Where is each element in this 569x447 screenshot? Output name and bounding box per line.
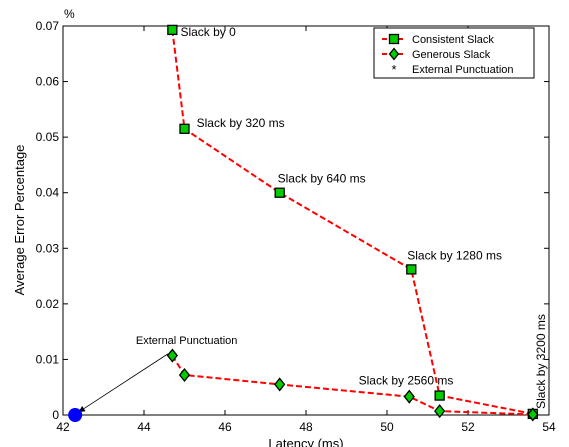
legend: Consistent Slack Generous Slack * External … bbox=[373, 27, 535, 79]
x-tick-label: 44 bbox=[137, 420, 151, 434]
legend-marker-diamond bbox=[388, 47, 400, 61]
legend-marker-square bbox=[388, 33, 400, 45]
data-point-square bbox=[406, 264, 417, 275]
legend-label: Generous Slack bbox=[412, 49, 491, 61]
y-tick-label: 0.05 bbox=[36, 130, 60, 144]
data-point-diamond bbox=[403, 389, 415, 404]
annotation-label: Slack by 3200 ms bbox=[534, 314, 548, 409]
data-point-square bbox=[179, 123, 190, 134]
y-tick-label: 0.07 bbox=[36, 19, 60, 33]
y-axis-ticks: 0 0.01 0.02 0.03 0.04 0.05 0.06 0.07 bbox=[36, 19, 549, 422]
y-tick-label: 0.01 bbox=[36, 352, 60, 366]
legend-marker-star: * bbox=[391, 62, 396, 77]
annotation-label: External Punctuation bbox=[136, 335, 238, 347]
legend-label: Consistent Slack bbox=[412, 34, 494, 46]
x-tick-label: 54 bbox=[542, 420, 556, 434]
x-tick-label: 52 bbox=[461, 420, 475, 434]
y-tick-label: 0.04 bbox=[36, 186, 60, 200]
y-unit-label: % bbox=[64, 7, 75, 21]
plot-area bbox=[62, 25, 550, 416]
annotation-label: Slack by 1280 ms bbox=[407, 248, 502, 262]
annotation-label: Slack by 2560 ms bbox=[359, 373, 454, 387]
data-point-diamond bbox=[166, 348, 178, 363]
data-point-square bbox=[434, 390, 445, 401]
annotations: Slack by 0 Slack by 320 ms Slack by 640 ms… bbox=[78, 25, 548, 413]
series-markers bbox=[68, 24, 539, 422]
annotation-arrow bbox=[78, 353, 169, 413]
x-tick-label: 48 bbox=[299, 420, 313, 434]
x-axis-label: Latency (ms) bbox=[268, 436, 343, 447]
data-point-diamond bbox=[178, 367, 191, 383]
x-axis-ticks: 42 44 46 48 50 52 54 bbox=[56, 26, 556, 434]
y-tick-label: 0.02 bbox=[36, 297, 60, 311]
y-tick-label: 0 bbox=[52, 408, 59, 422]
x-tick-label: 42 bbox=[56, 420, 70, 434]
annotation-label: Slack by 0 bbox=[180, 25, 236, 39]
x-tick-label: 50 bbox=[380, 420, 394, 434]
data-point-diamond bbox=[527, 407, 539, 422]
data-point-diamond bbox=[434, 404, 446, 419]
data-point-square bbox=[167, 24, 178, 36]
legend-label: External Punctuation bbox=[412, 64, 514, 76]
annotation-label: Slack by 320 ms bbox=[197, 116, 285, 130]
data-point-circle bbox=[68, 408, 83, 422]
series-line bbox=[171, 29, 533, 415]
annotation-label: Slack by 640 ms bbox=[278, 172, 366, 186]
legend-items: Consistent Slack Generous Slack * External … bbox=[382, 33, 514, 77]
y-axis-label: Average Error Percentage bbox=[12, 145, 27, 296]
y-tick-label: 0.06 bbox=[36, 75, 60, 89]
y-tick-label: 0.03 bbox=[36, 241, 60, 255]
data-point-diamond bbox=[274, 377, 286, 392]
data-point-square bbox=[274, 187, 285, 198]
x-tick-label: 46 bbox=[218, 420, 232, 434]
